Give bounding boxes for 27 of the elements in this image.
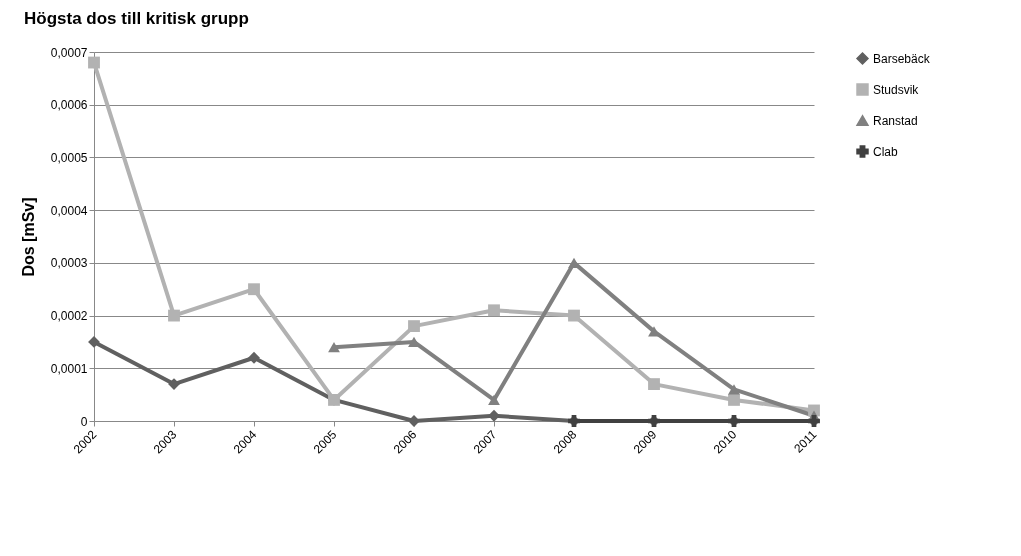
y-axis-title: Dos [mSv] bbox=[19, 197, 37, 277]
point bbox=[168, 378, 180, 391]
legend-label: Studsvik bbox=[873, 82, 920, 97]
point bbox=[728, 394, 740, 406]
legend-label: Barsebäck bbox=[873, 51, 931, 66]
point bbox=[648, 378, 660, 391]
y-tick-label: 0,0006 bbox=[50, 98, 88, 113]
y-tick-label: 0,0004 bbox=[50, 203, 88, 218]
point bbox=[88, 56, 100, 69]
point bbox=[568, 309, 580, 322]
y-tick-label: 0,0001 bbox=[50, 361, 88, 376]
point bbox=[168, 309, 180, 322]
y-tick-label: 0,0003 bbox=[50, 256, 88, 271]
y-tick-label: 0,0002 bbox=[50, 309, 88, 324]
legend-label: Ranstad bbox=[873, 113, 918, 128]
point bbox=[488, 394, 500, 406]
point bbox=[488, 304, 500, 317]
point bbox=[328, 342, 340, 353]
legend-label: Clab bbox=[873, 144, 899, 159]
y-tick-label: 0,0007 bbox=[50, 45, 88, 60]
y-tick-label: 0 bbox=[80, 414, 88, 429]
y-tick-label: 0,0005 bbox=[50, 150, 88, 165]
point bbox=[408, 320, 420, 333]
point bbox=[408, 415, 420, 427]
chart-title: Högsta dos till kritisk grupp bbox=[24, 9, 249, 28]
point bbox=[248, 283, 260, 296]
point bbox=[248, 351, 260, 364]
